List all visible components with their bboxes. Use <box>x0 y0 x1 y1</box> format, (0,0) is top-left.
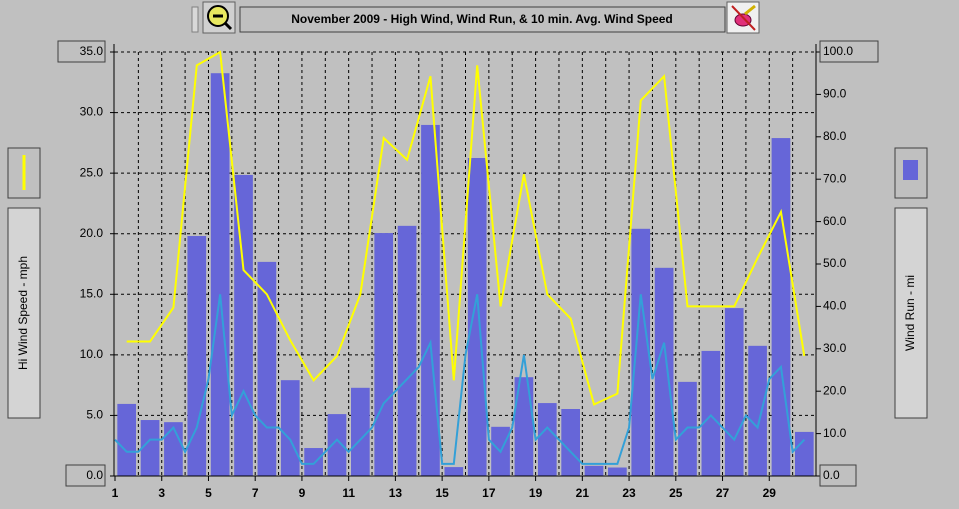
tick-box <box>65 464 106 487</box>
x-tick-label: 7 <box>252 486 259 500</box>
bar <box>444 467 464 476</box>
x-tick-label: 23 <box>622 486 636 500</box>
bar <box>327 414 347 476</box>
y2-tick-label: 70.0 <box>823 171 847 185</box>
y2-tick-label: 60.0 <box>823 214 847 228</box>
y-tick-label: 10.0 <box>80 347 104 361</box>
bar <box>421 124 440 476</box>
bar <box>304 448 323 476</box>
x-tick-label: 5 <box>205 486 212 500</box>
bar <box>748 345 767 476</box>
y2-tick-label: 100.0 <box>823 44 853 58</box>
toolbar-grip <box>191 6 199 33</box>
bar <box>654 267 674 476</box>
tool-button[interactable] <box>726 1 760 34</box>
bar <box>164 422 183 476</box>
hi-wind-line <box>126 50 806 406</box>
bar <box>117 403 137 476</box>
x-tick-label: 11 <box>342 486 355 500</box>
bar <box>724 308 744 476</box>
x-tick-label: 17 <box>482 486 496 500</box>
bar <box>467 158 487 476</box>
right-axis-label-box <box>894 207 928 419</box>
bar <box>701 350 721 476</box>
y2-tick-label: 30.0 <box>823 341 847 355</box>
bar <box>234 174 253 476</box>
x-tick-label: 9 <box>299 486 306 500</box>
bar <box>608 467 627 476</box>
bar <box>351 387 370 476</box>
y-tick-label: 25.0 <box>80 165 104 179</box>
y-tick-label: 20.0 <box>80 226 104 240</box>
bar <box>210 73 230 476</box>
bar <box>794 431 814 476</box>
x-tick-label: 15 <box>435 486 449 500</box>
y-axis-label: Hi Wind Speed - mph <box>16 256 30 370</box>
y2-tick-label: 40.0 <box>823 299 847 313</box>
x-tick-label: 13 <box>389 486 403 500</box>
bar <box>584 465 604 476</box>
bar <box>561 409 580 476</box>
tick-box <box>819 40 879 63</box>
zoom-button[interactable] <box>202 1 236 34</box>
y-tick-label: 0.0 <box>86 468 103 482</box>
y-tick-label: 5.0 <box>86 408 103 422</box>
tick-box <box>819 464 857 487</box>
x-tick-label: 27 <box>716 486 730 500</box>
bar <box>771 138 791 476</box>
y2-tick-label: 90.0 <box>823 87 847 101</box>
x-tick-label: 3 <box>158 486 165 500</box>
bar <box>397 225 417 476</box>
avg-wind-line <box>114 294 806 465</box>
y-tick-label: 30.0 <box>80 105 104 119</box>
x-tick-label: 19 <box>529 486 543 500</box>
bar <box>140 420 160 476</box>
bar <box>280 380 300 476</box>
bar <box>374 233 394 476</box>
bar <box>514 377 534 476</box>
y2-axis-label: Wind Run - mi <box>903 275 917 351</box>
y-tick-label: 15.0 <box>80 286 104 300</box>
x-tick-label: 25 <box>669 486 683 500</box>
bar <box>631 228 651 476</box>
x-tick-label: 1 <box>112 486 119 500</box>
left-axis-label-box <box>7 207 41 419</box>
y2-tick-label: 80.0 <box>823 129 847 143</box>
tick-box <box>57 40 106 63</box>
y-tick-label: 35.0 <box>80 44 104 58</box>
y2-tick-label: 10.0 <box>823 426 847 440</box>
x-tick-label: 21 <box>576 486 590 500</box>
chart-title: November 2009 - High Wind, Wind Run, & 1… <box>291 12 673 26</box>
bar <box>187 236 207 476</box>
y2-tick-label: 20.0 <box>823 383 847 397</box>
y2-tick-label: 0.0 <box>823 468 840 482</box>
title-box <box>239 6 726 33</box>
x-tick-label: 29 <box>763 486 777 500</box>
legend-swatch <box>903 160 918 180</box>
y2-tick-label: 50.0 <box>823 256 847 270</box>
bar <box>537 403 557 476</box>
